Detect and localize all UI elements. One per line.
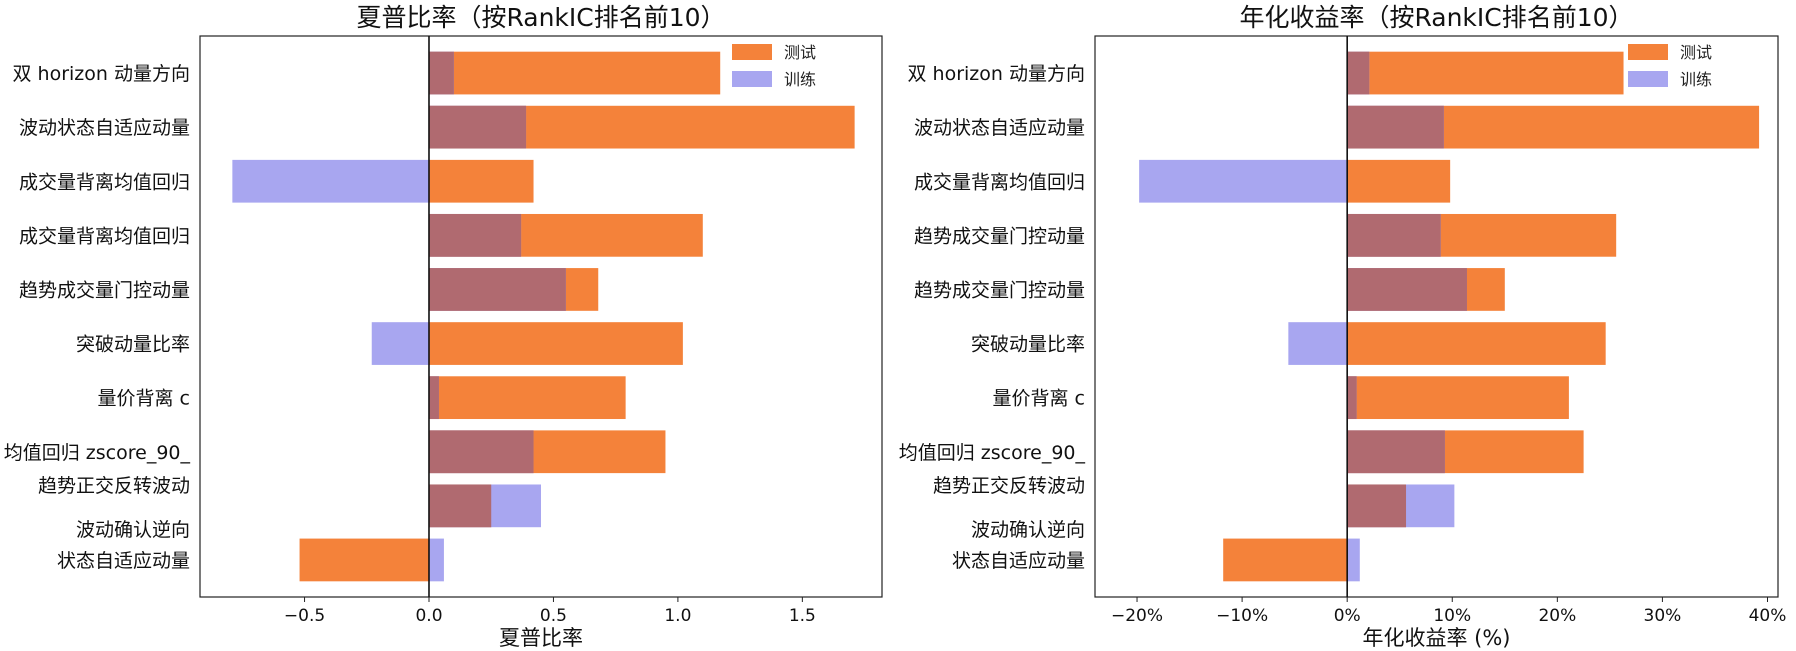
bar-overlap-0 [1347, 51, 1370, 95]
bar-overlap-6 [428, 376, 439, 420]
legend-label-train: 训练 [784, 70, 816, 89]
bar-overlap-1 [428, 105, 527, 149]
category-label-4: 趋势成交量门控动量 [19, 279, 190, 301]
category-label-6: 量价背离 c [98, 388, 191, 410]
category-label-8-line2: 波动确认逆向 [76, 519, 190, 541]
x-tick-label-4: 1.5 [789, 606, 816, 626]
legend-label-test: 测试 [1680, 43, 1712, 62]
category-label-3: 成交量背离均值回归 [19, 225, 190, 247]
category-label-9: 状态自适应动量 [952, 550, 1085, 572]
bar-overlap-7 [428, 430, 534, 474]
category-label-7: 均值回归 zscore_90_ [4, 442, 191, 464]
x-tick-label-4: 20% [1538, 606, 1576, 626]
bar-train-2 [1139, 159, 1348, 203]
x-tick-label-2: 0% [1334, 606, 1361, 626]
bar-test-5 [1347, 322, 1606, 365]
x-tick-label-3: 1.0 [664, 606, 691, 626]
category-label-7: 均值回归 zscore_90_ [899, 442, 1086, 464]
category-label-1: 波动状态自适应动量 [19, 117, 190, 139]
category-label-0: 双 horizon 动量方向 [13, 63, 190, 85]
x-tick-label-5: 30% [1644, 606, 1682, 626]
x-tick-label-1: 0.0 [415, 606, 442, 626]
bar-train-9 [428, 538, 444, 582]
x-tick-label-3: 10% [1433, 606, 1471, 626]
legend-swatch-test [732, 44, 772, 60]
x-tick-label-2: 0.5 [540, 606, 567, 626]
bar-test-9 [1223, 538, 1348, 582]
bar-overlap-8 [1347, 484, 1407, 528]
category-label-0: 双 horizon 动量方向 [908, 63, 1085, 85]
legend-swatch-train [1628, 71, 1668, 87]
bar-test-9 [299, 538, 429, 582]
bar-train-2 [232, 159, 429, 203]
legend-label-train: 训练 [1680, 70, 1712, 89]
bar-train-5 [371, 322, 429, 365]
category-label-5: 突破动量比率 [971, 334, 1085, 356]
category-label-2: 成交量背离均值回归 [19, 171, 190, 193]
category-label-8-line1: 趋势正交反转波动 [38, 475, 190, 497]
bar-overlap-1 [1347, 105, 1444, 149]
legend-swatch-test [1628, 44, 1668, 60]
chart-title: 夏普比率（按RankIC排名前10） [356, 3, 725, 32]
bar-train-9 [1347, 538, 1360, 582]
category-label-8-line1: 趋势正交反转波动 [933, 475, 1085, 497]
plot-frame [1094, 35, 1779, 598]
bar-test-6 [1347, 376, 1569, 420]
bar-test-0 [428, 51, 721, 95]
bar-overlap-0 [428, 51, 454, 95]
category-label-3: 趋势成交量门控动量 [914, 225, 1085, 247]
category-label-6: 量价背离 c [993, 388, 1086, 410]
bar-test-2 [1347, 159, 1451, 203]
bar-test-5 [428, 322, 683, 365]
category-label-5: 突破动量比率 [76, 334, 190, 356]
category-label-4: 趋势成交量门控动量 [914, 279, 1085, 301]
bar-overlap-4 [428, 268, 566, 311]
x-tick-label-0: −20% [1111, 606, 1163, 626]
bar-test-2 [428, 159, 534, 203]
legend-swatch-train [732, 71, 772, 87]
x-tick-label-1: −10% [1216, 606, 1268, 626]
category-label-2: 成交量背离均值回归 [914, 171, 1085, 193]
plot-frame [199, 35, 883, 598]
bar-train-5 [1288, 322, 1348, 365]
bar-test-0 [1347, 51, 1624, 95]
x-tick-label-0: −0.5 [284, 606, 325, 626]
bar-overlap-8 [428, 484, 492, 528]
bar-overlap-6 [1347, 376, 1357, 420]
bar-overlap-3 [1347, 213, 1441, 257]
category-label-9: 状态自适应动量 [57, 550, 190, 572]
x-axis-label: 年化收益率 (%) [1362, 626, 1510, 650]
bar-test-6 [428, 376, 626, 420]
chart-title: 年化收益率（按RankIC排名前10） [1239, 3, 1633, 32]
category-label-1: 波动状态自适应动量 [914, 117, 1085, 139]
legend-label-test: 测试 [784, 43, 816, 62]
x-axis-label: 夏普比率 [499, 626, 583, 650]
x-tick-label-6: 40% [1749, 606, 1787, 626]
bar-overlap-3 [428, 213, 522, 257]
category-label-8-line2: 波动确认逆向 [971, 519, 1085, 541]
bar-overlap-7 [1347, 430, 1445, 474]
bar-overlap-4 [1347, 268, 1467, 311]
